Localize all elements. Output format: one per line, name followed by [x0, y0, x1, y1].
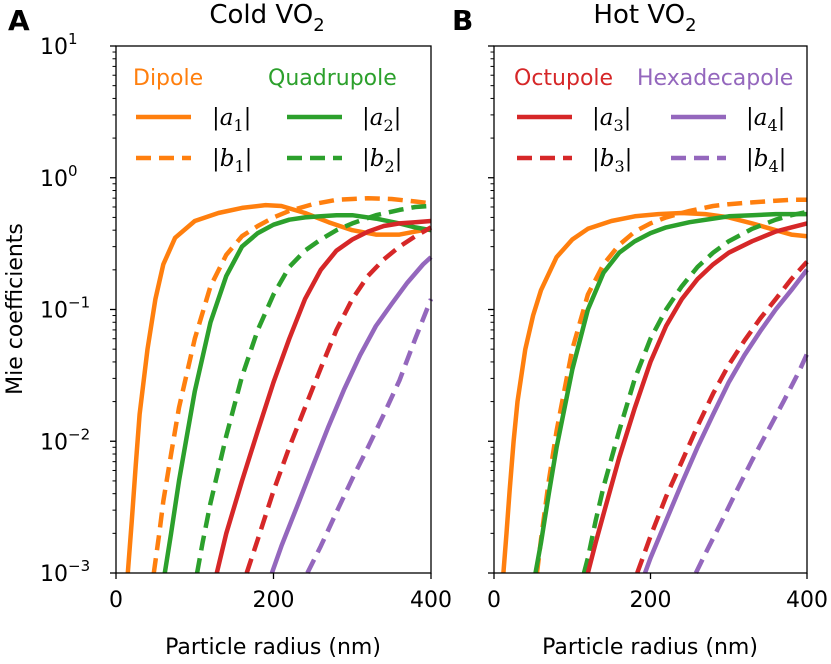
x-tick-label: 400 [786, 588, 828, 613]
legend-title-hexadecapole: Hexadecapole [637, 66, 793, 91]
x-tick-label: 200 [630, 588, 672, 613]
x-tick-label: 400 [410, 588, 452, 613]
legend-label-a1: |a1| [212, 105, 251, 135]
series-b3-curve [244, 225, 433, 574]
y-tick-label: 101 [40, 30, 78, 60]
y-tick-label: 10−2 [40, 425, 90, 455]
series-b4-curve [693, 352, 810, 574]
y-tick-label: 10−3 [40, 557, 90, 587]
series-b1-curve [534, 197, 807, 574]
series-b3-curve [635, 260, 809, 574]
panel-title-main: Cold VO [209, 0, 313, 30]
series-a3-curve [585, 221, 808, 574]
legend-label-a3: |a3| [592, 105, 631, 135]
panel-hot: B Hot VO2 0 200 400 Particle radius (nm) O… [452, 0, 828, 660]
curves [125, 195, 434, 575]
panel-title-main: Hot VO [593, 0, 685, 30]
curves [501, 197, 810, 574]
legend-title-dipole: Dipole [133, 66, 203, 91]
series-a3-curve [214, 218, 432, 574]
x-tick-label: 200 [253, 588, 295, 613]
x-axis-title: Particle radius (nm) [165, 635, 381, 660]
legend-label-b1: |b1| [212, 146, 252, 176]
panel-cold: A Cold VO2 0 200 400 10−3 10−2 10−1 100 101 Par… [8, 0, 452, 660]
legend: Dipole |a1| |b1| Quadrupole |a2| |b2| [133, 66, 402, 176]
series-b2-curve [194, 203, 432, 574]
axis-ticks: 0 200 400 [487, 45, 828, 613]
panel-letter-a: A [8, 4, 30, 37]
panel-title-cold: Cold VO2 [209, 0, 324, 36]
panel-letter-b: B [452, 4, 473, 37]
legend-title-octupole: Octupole [514, 66, 613, 91]
panel-title-subscript: 2 [685, 15, 696, 36]
panel-title-hot: Hot VO2 [593, 0, 696, 36]
axis-ticks: 0 200 400 10−3 10−2 10−1 100 101 [40, 30, 452, 613]
x-tick-label: 0 [487, 588, 501, 613]
x-axis-title: Particle radius (nm) [542, 635, 758, 660]
legend-label-b3: |b3| [592, 146, 632, 176]
legend-label-b4: |b4| [746, 146, 786, 176]
series-a2-curve [162, 212, 432, 574]
y-tick-label: 100 [40, 162, 78, 192]
series-a1-curve [501, 210, 808, 574]
series-a2-curve [533, 211, 807, 574]
series-b4-curve [305, 298, 434, 575]
legend-title-quadrupole: Quadrupole [268, 66, 397, 91]
panel-title-subscript: 2 [313, 15, 324, 36]
series-a1-curve [125, 202, 432, 574]
series-b1-curve [151, 195, 432, 574]
series-a4-curve [642, 268, 809, 574]
y-axis-title: Mie coefficients [3, 223, 28, 395]
x-tick-label: 0 [109, 588, 123, 613]
y-tick-label: 10−1 [40, 294, 90, 324]
series-b2-curve [581, 209, 808, 574]
series-a4-curve [269, 255, 433, 574]
legend: Octupole |a3| |b3| Hexadecapole |a4| |b4| [514, 66, 793, 176]
legend-label-b2: |b2| [362, 146, 402, 176]
legend-label-a4: |a4| [746, 105, 785, 135]
legend-label-a2: |a2| [362, 105, 401, 135]
